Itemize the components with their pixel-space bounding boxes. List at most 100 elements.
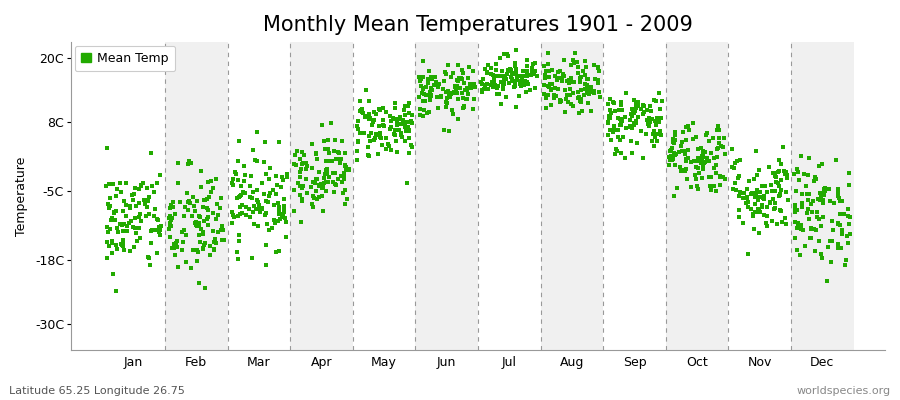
Point: [292, 182, 307, 189]
Point: [117, 221, 131, 228]
Point: [358, 114, 373, 120]
Point: [162, 226, 176, 232]
Point: [456, 70, 471, 76]
Point: [603, 96, 617, 102]
Point: [561, 99, 575, 105]
Point: [821, 244, 835, 250]
Point: [359, 113, 374, 119]
Point: [167, 210, 182, 217]
Point: [670, 150, 684, 157]
Point: [274, 184, 288, 190]
Point: [768, 173, 782, 180]
Point: [192, 220, 206, 226]
Point: [558, 87, 572, 93]
Point: [134, 183, 148, 190]
Point: [537, 91, 552, 98]
Point: [505, 78, 519, 84]
Point: [562, 92, 576, 99]
Point: [194, 184, 208, 190]
Point: [261, 193, 275, 199]
Point: [335, 138, 349, 144]
Point: [162, 212, 176, 219]
Point: [670, 184, 684, 191]
Point: [812, 238, 826, 244]
Point: [202, 242, 217, 249]
Point: [314, 122, 328, 128]
Point: [141, 254, 156, 260]
Point: [525, 65, 539, 72]
Point: [649, 122, 663, 128]
Point: [338, 201, 353, 207]
Point: [315, 184, 329, 190]
Point: [497, 81, 511, 87]
Point: [736, 220, 751, 227]
Point: [353, 108, 367, 114]
Point: [338, 165, 353, 172]
Point: [825, 217, 840, 224]
Point: [668, 129, 682, 135]
Point: [394, 132, 409, 138]
Point: [724, 164, 739, 170]
Point: [232, 210, 247, 217]
Point: [591, 68, 606, 74]
Point: [279, 219, 293, 225]
Point: [842, 170, 856, 176]
Point: [142, 262, 157, 268]
Point: [474, 79, 489, 86]
Point: [163, 222, 177, 228]
Point: [563, 100, 578, 107]
Point: [818, 188, 832, 195]
Point: [663, 146, 678, 153]
Point: [181, 198, 195, 205]
Point: [687, 136, 701, 142]
Point: [328, 170, 342, 177]
Point: [831, 220, 845, 227]
Point: [428, 79, 443, 86]
Point: [107, 210, 122, 216]
Point: [839, 256, 853, 263]
Point: [626, 119, 641, 126]
Point: [230, 158, 245, 164]
Point: [514, 82, 528, 89]
Point: [418, 84, 433, 90]
Point: [662, 162, 677, 168]
Point: [841, 206, 855, 213]
Point: [185, 246, 200, 253]
Point: [529, 73, 544, 80]
Point: [438, 68, 453, 75]
Point: [230, 248, 245, 255]
Point: [644, 108, 658, 115]
Point: [694, 145, 708, 152]
Point: [517, 73, 531, 79]
Point: [752, 208, 766, 215]
Point: [556, 70, 571, 77]
Point: [197, 218, 211, 224]
Point: [466, 81, 481, 87]
Point: [519, 89, 534, 95]
Point: [259, 210, 274, 216]
Point: [115, 208, 130, 214]
Point: [379, 135, 393, 141]
Point: [790, 207, 805, 213]
Point: [744, 206, 759, 212]
Point: [504, 67, 518, 73]
Point: [257, 212, 272, 218]
Point: [105, 240, 120, 246]
Point: [640, 116, 654, 123]
Point: [191, 248, 205, 255]
Point: [361, 144, 375, 150]
Point: [554, 68, 568, 74]
Point: [696, 166, 710, 172]
Point: [390, 116, 404, 123]
Point: [350, 148, 365, 154]
Point: [494, 79, 508, 86]
Point: [704, 174, 718, 180]
Point: [401, 100, 416, 106]
Point: [732, 172, 746, 179]
Point: [710, 145, 724, 152]
Point: [668, 161, 682, 168]
Point: [716, 174, 730, 180]
Point: [272, 204, 286, 210]
Point: [731, 174, 745, 181]
Point: [190, 198, 204, 204]
